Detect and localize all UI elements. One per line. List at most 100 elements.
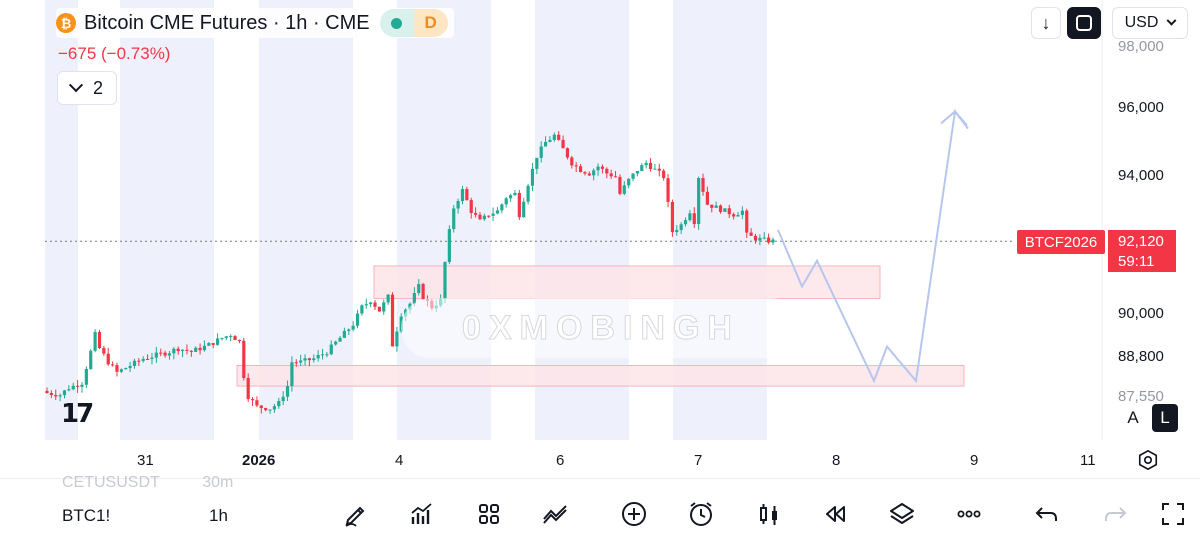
candle-down [517,192,521,218]
candle-up [342,330,346,338]
candle-down [474,212,478,215]
candle-up [596,166,600,171]
market-status[interactable]: D [379,9,448,37]
drawing-tool-button[interactable] [339,497,373,531]
candle-up [312,358,316,361]
candle-up [180,349,185,352]
candle-up [683,220,688,225]
symbol-title[interactable]: Bitcoin CME Futures · 1h · CME [84,11,370,34]
candle-down [662,170,666,179]
candle-down [587,173,591,176]
candle-up [290,362,294,387]
chevron-down-icon [1166,15,1177,26]
redo-icon [1105,507,1127,521]
more-button[interactable] [952,497,986,531]
projection-arrowhead [940,110,968,127]
candle-up [679,224,683,230]
candle-up [124,368,128,370]
chart-type-button[interactable] [752,497,786,531]
candle-down [255,400,259,406]
time-label: 11 [1080,452,1096,469]
auto-scale-button[interactable]: A [1120,404,1146,432]
candle-down [233,336,237,341]
symbol-legend[interactable]: ₿ Bitcoin CME Futures · 1h · CME D [56,8,454,38]
candle-down [583,172,587,174]
candle-down [259,405,263,409]
candle-up [758,237,762,241]
candle-up [229,336,233,338]
object-tree-button[interactable] [885,497,919,531]
redo-button[interactable] [1098,497,1132,531]
candle-down [76,385,80,387]
add-button[interactable] [617,497,651,531]
candle-down [613,176,618,178]
candle-up [338,337,342,342]
candle-down [574,165,578,167]
candle-up [172,348,176,354]
download-button[interactable]: ↓ [1031,7,1061,39]
candle-up [526,185,530,202]
arrow-down-icon: ↓ [1041,12,1051,33]
candle-up [220,338,224,340]
session-band [120,0,214,440]
ghost-symbol: CETUSUSDT [62,474,160,491]
tradingview-logo: 17 [61,399,94,429]
candle-down [561,139,565,149]
watermark-text: 0XMOBINGH [462,308,740,347]
candle-down [102,348,106,354]
candle-down [487,215,491,217]
session-band [45,0,78,440]
watchlist-ghost-row: CETUSUSDT 30m [62,474,271,492]
candle-up [504,198,508,205]
candle-down [137,360,141,362]
compare-icon [543,505,567,524]
candle-up [62,390,67,396]
interval-selector[interactable]: 1h [209,506,228,525]
candle-up [329,344,333,355]
support-zone[interactable] [236,365,965,387]
candle-down [469,200,473,213]
candle-up [592,170,596,176]
candle-up [71,385,75,390]
candle-up [141,358,145,361]
currency-select[interactable]: USD [1112,7,1188,39]
candle-down [565,148,570,158]
candle-up [303,358,307,361]
fullscreen-button[interactable] [1158,497,1188,531]
candle-up [194,347,198,352]
replay-button[interactable] [818,497,852,531]
candle-up [697,178,701,225]
candle-down [648,162,653,170]
candle-down [163,352,167,356]
undo-button[interactable] [1030,497,1064,531]
candle-up [627,178,631,186]
sync-button[interactable] [1067,7,1101,39]
candle-up [723,208,727,212]
candle-up [364,304,368,306]
candles-icon [760,504,777,525]
symbol-selector[interactable]: BTC1! [62,506,111,525]
indicators-button[interactable] [405,497,439,531]
candle-up [714,205,718,208]
candle-up [543,141,548,147]
layout-button[interactable] [472,497,506,531]
candle-down [732,214,736,217]
candle-up [215,338,220,345]
candle-down [49,393,53,395]
sync-icon [1076,15,1092,31]
chevron-down-icon [68,78,84,93]
candle-up [320,354,325,356]
candle-up [268,409,272,411]
candle-down [45,390,49,394]
candle-up [771,239,775,243]
candle-up [128,365,132,369]
log-scale-button[interactable]: L [1152,404,1178,432]
candle-up [351,325,355,330]
indicators-collapse-button[interactable]: 2 [57,71,117,105]
candle-down [705,191,709,205]
candle-down [54,394,58,397]
compare-button[interactable] [538,497,572,531]
alert-button[interactable] [684,497,718,531]
settings-gear-icon[interactable] [1137,449,1159,471]
